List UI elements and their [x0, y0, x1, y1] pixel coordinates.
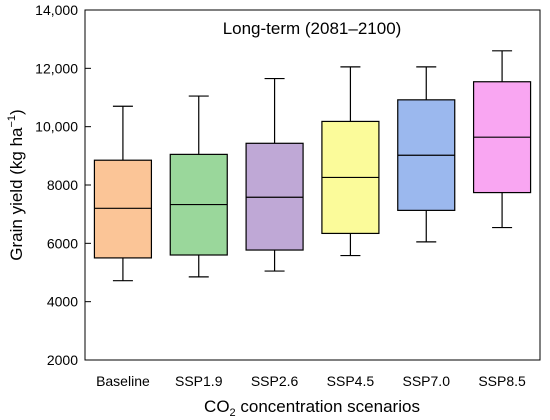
x-axis-label-rest: concentration scenarios	[236, 397, 420, 416]
y-axis-label: Grain yield (kg ha−1)	[6, 109, 26, 260]
box-baseline	[93, 105, 153, 282]
chart-title: Long-term (2081–2100)	[223, 19, 402, 38]
y-tick-label: 6000	[47, 235, 78, 251]
y-tick-label: 2000	[47, 352, 78, 368]
box-ssp4-5	[321, 66, 380, 257]
x-tick-label: Baseline	[96, 373, 150, 389]
x-tick-label: SSP4.5	[327, 373, 375, 389]
x-tick-label: SSP2.6	[251, 373, 299, 389]
y-tick-label: 14,000	[35, 2, 78, 18]
box-ssp2-6	[245, 77, 304, 272]
iqr-box	[93, 159, 153, 259]
x-axis-label-subscript: 2	[230, 407, 236, 419]
x-tick-label: SSP8.5	[478, 373, 526, 389]
x-axis-label-main: CO	[204, 397, 230, 416]
x-axis-label: CO2 concentration scenarios	[204, 397, 420, 419]
x-axis: Baseline SSP1.9 SSP2.6 SSP4.5 SSP7.0 SSP8.5	[96, 373, 526, 389]
y-axis-label-main: Grain yield (kg ha	[7, 127, 26, 261]
box-ssp1-9	[169, 95, 228, 278]
y-axis-label-superscript: −1	[6, 115, 18, 128]
y-tick-label: 4000	[47, 294, 78, 310]
boxes-layer	[93, 50, 532, 282]
y-tick-label: 8000	[47, 177, 78, 193]
plot-frame	[84, 9, 541, 361]
x-tick-label: SSP7.0	[403, 373, 451, 389]
x-tick-label: SSP1.9	[175, 373, 223, 389]
y-axis-label-end: )	[7, 109, 26, 115]
box-ssp8-5	[472, 50, 532, 229]
y-tick-label: 12,000	[35, 60, 78, 76]
box-ssp7-0	[397, 66, 456, 243]
y-axis: 2000 4000 6000 8000 10,000 12,000 14,000	[35, 2, 91, 368]
y-tick-label: 10,000	[35, 119, 78, 135]
